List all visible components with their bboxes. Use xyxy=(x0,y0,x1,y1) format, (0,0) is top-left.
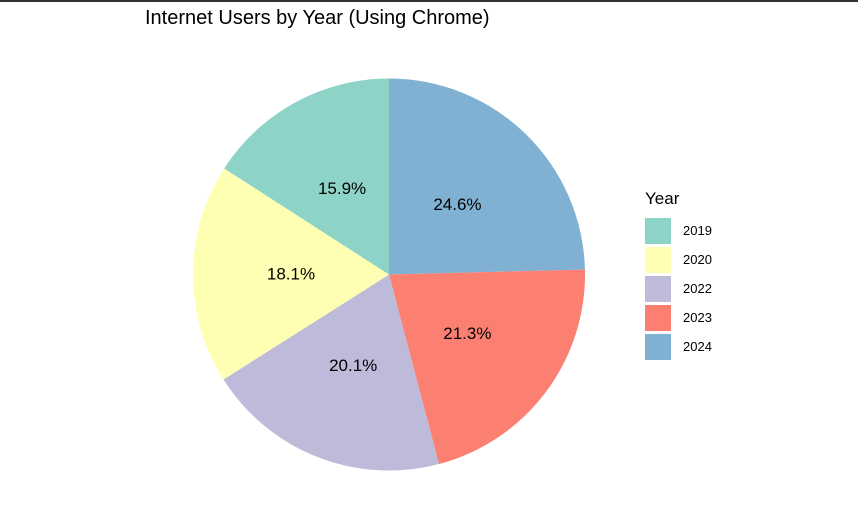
slice-label-2020: 18.1% xyxy=(267,265,315,284)
pie-slice-2023 xyxy=(389,269,586,465)
legend-item-2022: 2022 xyxy=(645,274,712,303)
legend-item-2019: 2019 xyxy=(645,216,712,245)
legend: Year 2019 2020 2022 2023 2024 xyxy=(645,189,712,361)
legend-swatch-2019 xyxy=(645,217,671,244)
pie-slice-2024 xyxy=(389,78,585,275)
legend-swatch-2020 xyxy=(645,246,671,273)
legend-swatch-2022 xyxy=(645,275,671,302)
top-border xyxy=(0,0,858,2)
legend-item-2020: 2020 xyxy=(645,245,712,274)
legend-items: 2019 2020 2022 2023 2024 xyxy=(645,216,712,361)
legend-swatch-2024 xyxy=(645,333,671,360)
slice-label-2023: 21.3% xyxy=(443,324,491,343)
legend-item-2023: 2023 xyxy=(645,303,712,332)
pie-slice-2022 xyxy=(223,274,439,471)
legend-swatch-2023 xyxy=(645,304,671,331)
legend-label-2020: 2020 xyxy=(683,252,712,267)
legend-item-2024: 2024 xyxy=(645,332,712,361)
legend-label-2023: 2023 xyxy=(683,310,712,325)
legend-label-2019: 2019 xyxy=(683,223,712,238)
chart-title: Internet Users by Year (Using Chrome) xyxy=(145,7,490,29)
slice-label-2024: 24.6% xyxy=(433,195,481,214)
pie-slice-2020 xyxy=(192,168,389,380)
legend-title: Year xyxy=(645,189,680,208)
legend-label-2024: 2024 xyxy=(683,339,712,354)
legend-label-2022: 2022 xyxy=(683,281,712,296)
slice-label-2019: 15.9% xyxy=(318,179,366,198)
slice-label-2022: 20.1% xyxy=(329,356,377,375)
pie-slice-2019 xyxy=(224,78,389,275)
